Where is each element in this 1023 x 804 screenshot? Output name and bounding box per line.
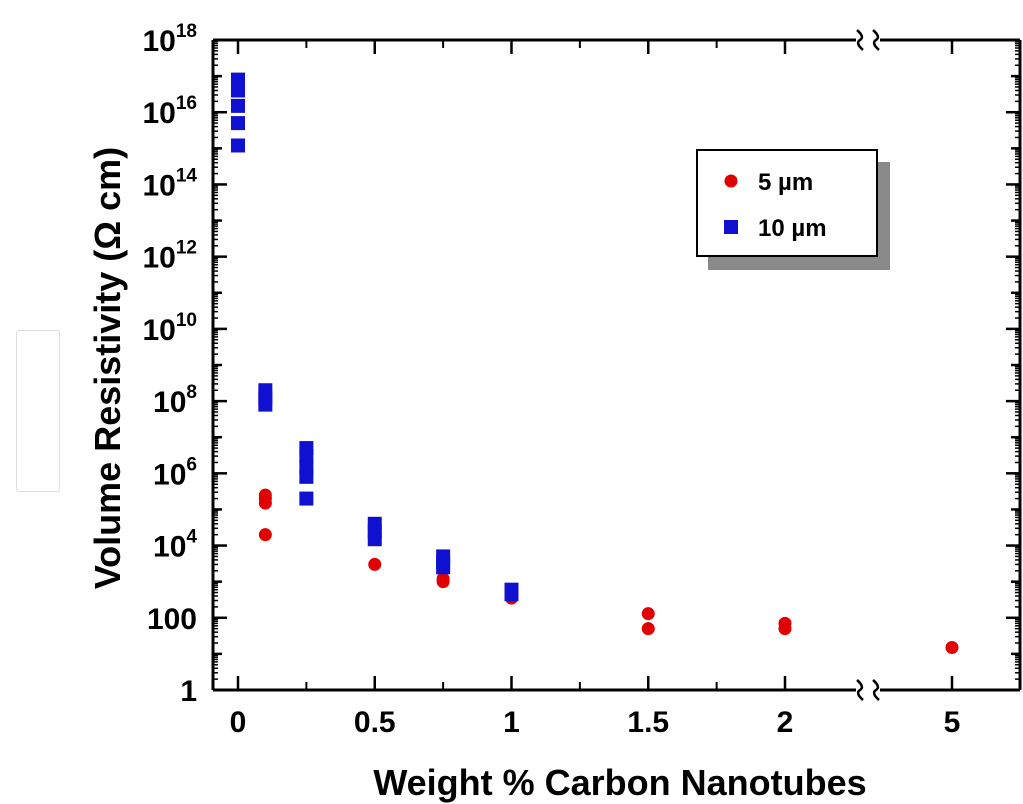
y-tick-label-base: 1 [180,675,197,708]
data-point-5um [436,575,450,589]
data-point-10um [504,587,519,602]
x-axis-label: Weight % Carbon Nanotubes [373,762,866,803]
y-tick-label: 104 [153,527,197,564]
legend-box [696,149,878,257]
data-point-10um [231,98,245,113]
axis-break-mark-bottom-1 [856,679,864,701]
data-points [231,72,959,655]
y-tick-label-exponent: 6 [186,454,197,475]
y-tick-label: 1018 [142,21,197,58]
x-tick-label: 0 [230,706,247,739]
data-point-10um [231,72,245,87]
x-tick-label: 1.5 [627,706,669,739]
y-tick-label: 100 [147,603,197,636]
y-tick-label: 1012 [142,238,197,275]
background-panel [16,330,60,492]
data-point-10um [258,397,273,412]
y-tick-label-exponent: 8 [186,382,197,403]
data-point-10um [299,491,314,506]
y-tick-label-exponent: 12 [176,238,197,259]
legend-label: 10 µm [758,215,827,242]
x-tick-label: 5 [944,706,961,739]
y-tick-label-base: 10 [142,25,175,58]
y-tick-label-base: 10 [142,97,175,130]
y-tick-label-exponent: 14 [176,165,198,186]
y-tick-label-base: 10 [153,531,186,564]
y-tick-label: 1016 [142,93,197,130]
data-point-10um [231,83,245,98]
data-point-10um [436,560,451,575]
y-tick-label: 106 [153,454,197,491]
data-point-10um [299,449,314,464]
data-point-5um [368,557,382,571]
axis-break-mark-bottom-2 [872,679,880,701]
data-point-5um [641,607,655,621]
data-point-5um [945,641,959,655]
data-point-5um [258,496,272,510]
data-point-10um [231,116,245,131]
y-tick-label-exponent: 16 [176,93,197,114]
y-tick-label-base: 10 [142,242,175,275]
y-tick-label-base: 10 [153,386,186,419]
y-tick-label: 1014 [142,165,197,202]
legend-marker-10um [724,220,738,234]
y-tick-label: 1010 [142,310,197,347]
x-axis-ticks: 0 0.5 1 1.5 2 5 [230,40,961,739]
y-tick-label: 108 [153,382,197,419]
y-tick-label-base: 10 [142,314,175,347]
legend-marker-5um [724,174,738,188]
data-point-5um [778,622,792,636]
plot-frame [211,29,1022,701]
axis-break-mark-top-1 [856,29,864,51]
x-tick-label: 0.5 [354,706,396,739]
data-point-5um [258,528,272,542]
y-tick-label-exponent: 4 [186,527,197,548]
y-axis-label: Volume Resistivity (Ω cm) [87,147,128,589]
x-tick-label: 2 [777,706,794,739]
data-point-10um [299,469,314,484]
data-point-10um [231,138,245,153]
axis-break-mark-top-2 [872,29,880,51]
y-tick-label-exponent: 10 [176,310,197,331]
legend-label: 5 µm [758,169,813,196]
y-tick-label-base: 10 [153,458,186,491]
y-tick-label-base: 100 [147,603,197,636]
data-point-5um [641,622,655,636]
y-tick-label-base: 10 [142,169,175,202]
data-point-10um [367,532,382,547]
x-tick-label: 1 [503,706,520,739]
y-tick-label: 1 [180,675,197,708]
legend: 5 µm 10 µm [696,149,890,270]
y-tick-label-exponent: 18 [176,21,197,42]
